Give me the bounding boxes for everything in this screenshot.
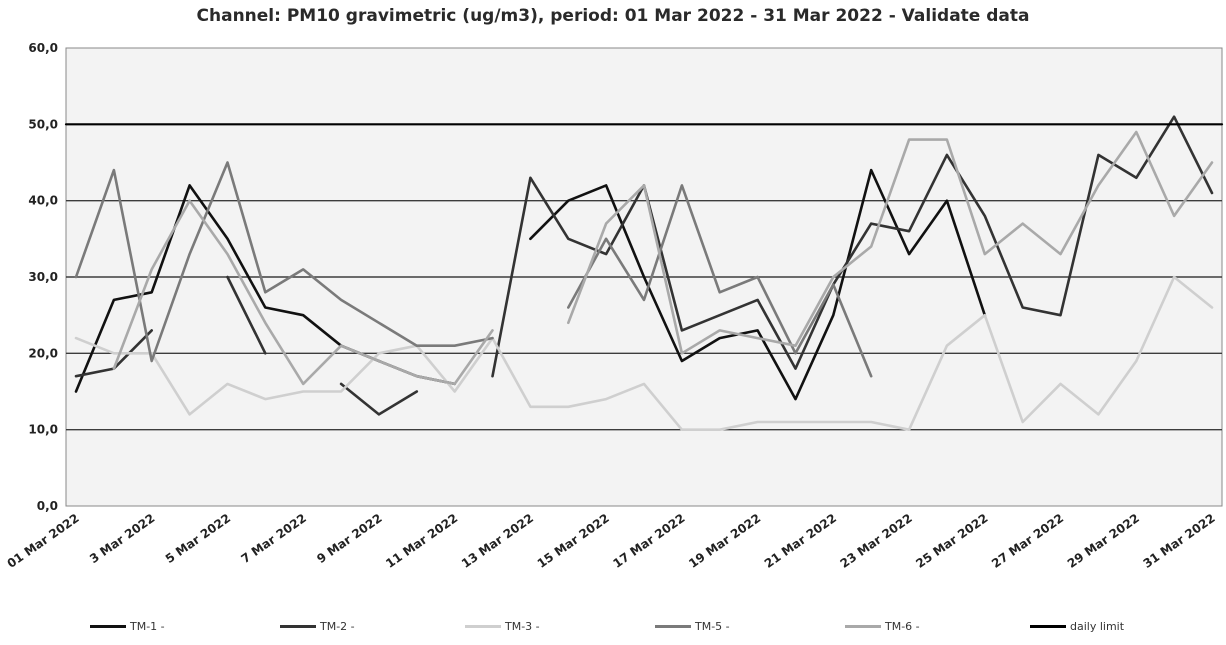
y-tick-label: 10,0: [28, 423, 58, 437]
series-line-tm-2: [226, 275, 267, 355]
legend-swatch: [845, 625, 881, 628]
x-tick-label: 01 Mar 2022: [5, 511, 82, 571]
x-tick-label: 17 Mar 2022: [610, 511, 687, 571]
legend-swatch: [1030, 625, 1066, 628]
x-tick-label: 29 Mar 2022: [1065, 511, 1142, 571]
x-tick-label: 25 Mar 2022: [913, 511, 990, 571]
series-line-tm-3: [74, 275, 1214, 431]
legend-label: daily limit: [1070, 620, 1125, 633]
legend-label: TM-5 -: [695, 620, 730, 633]
legend-item: TM-3 -: [465, 620, 540, 633]
y-tick-label: 40,0: [28, 194, 58, 208]
x-tick-label: 27 Mar 2022: [989, 511, 1066, 571]
series-line-tm-6: [112, 199, 494, 386]
legend-label: TM-2 -: [320, 620, 355, 633]
legend-label: TM-6 -: [885, 620, 920, 633]
legend-swatch: [280, 625, 316, 628]
x-tick-label: 19 Mar 2022: [686, 511, 763, 571]
legend-label: TM-3 -: [505, 620, 540, 633]
x-axis: 01 Mar 2022 3 Mar 2022 5 Mar 2022 7 Mar 202…: [5, 511, 1218, 571]
y-tick-label: 0,0: [37, 499, 58, 513]
legend-swatch: [655, 625, 691, 628]
y-axis: 0,0 10,0 20,0 30,0 40,0 50,0 60,0: [28, 41, 58, 513]
series-line-tm-5: [74, 161, 494, 363]
legend-label: TM-1 -: [130, 620, 165, 633]
y-tick-label: 20,0: [28, 346, 58, 360]
y-tick-label: 60,0: [28, 41, 58, 55]
y-tick-label: 50,0: [28, 117, 58, 131]
x-tick-label: 23 Mar 2022: [838, 511, 915, 571]
x-tick-label: 15 Mar 2022: [535, 511, 612, 571]
series-line-tm-5: [567, 184, 873, 378]
x-tick-label: 3 Mar 2022: [87, 511, 157, 566]
x-tick-label: 9 Mar 2022: [314, 511, 384, 566]
legend-item: TM-2 -: [280, 620, 355, 633]
x-tick-label: 31 Mar 2022: [1141, 511, 1218, 571]
x-tick-label: 7 Mar 2022: [239, 511, 309, 566]
x-tick-label: 13 Mar 2022: [459, 511, 536, 571]
x-tick-label: 11 Mar 2022: [383, 511, 460, 571]
legend: TM-1 - TM-2 - TM-3 - TM-5 - TM-6 - daily limi…: [60, 620, 1220, 642]
series-line-tm-1: [529, 168, 987, 401]
legend-item: TM-1 -: [90, 620, 165, 633]
y-tick-label: 30,0: [28, 270, 58, 284]
legend-item: TM-6 -: [845, 620, 920, 633]
legend-swatch: [465, 625, 501, 628]
series-line-tm-2: [339, 382, 419, 416]
series-line-tm-6: [567, 130, 1214, 355]
series-lines: [64, 115, 1224, 431]
series-line-tm-2: [491, 115, 1214, 378]
legend-item: daily limit: [1030, 620, 1124, 633]
legend-item: TM-5 -: [655, 620, 730, 633]
chart-title: Channel: PM10 gravimetric (ug/m3), perio…: [196, 6, 1030, 26]
x-tick-label: 21 Mar 2022: [762, 511, 839, 571]
legend-swatch: [90, 625, 126, 628]
x-tick-label: 5 Mar 2022: [163, 511, 233, 566]
